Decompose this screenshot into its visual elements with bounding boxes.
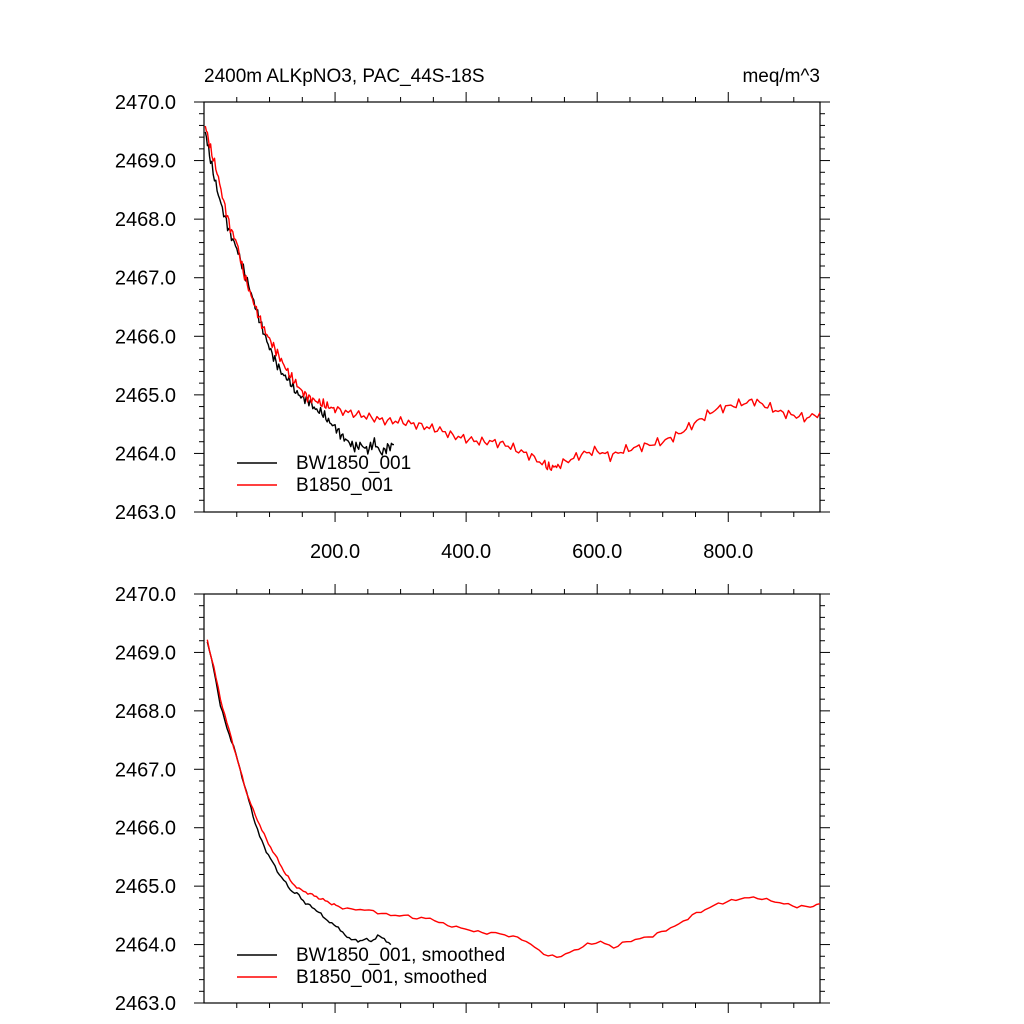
x-tick-label: 200.0 — [310, 541, 360, 563]
y-tick-label: 2463.0 — [115, 502, 176, 524]
chart-units: meq/m^3 — [742, 66, 820, 87]
legend-label: B1850_001, smoothed — [296, 967, 487, 988]
y-tick-label: 2470.0 — [115, 584, 176, 606]
y-tick-label: 2465.0 — [115, 385, 176, 407]
x-tick-label: 600.0 — [572, 541, 622, 563]
plot-frame — [203, 101, 821, 513]
y-tick-label: 2466.0 — [115, 326, 176, 348]
y-tick-label: 2470.0 — [115, 92, 176, 114]
x-tick-label: 800.0 — [703, 541, 753, 563]
legend-label: B1850_001 — [296, 475, 393, 496]
y-tick-label: 2463.0 — [115, 993, 176, 1015]
y-tick-label: 2468.0 — [115, 701, 176, 723]
series-line-bw1850 — [204, 131, 394, 456]
y-tick-label: 2467.0 — [115, 759, 176, 781]
y-tick-label: 2465.0 — [115, 876, 176, 898]
lower-panel: 2463.0 2464.0 2465.0 2466.0 2467.0 2468.0 2469… — [115, 584, 830, 1015]
series-line-b1850 — [206, 639, 821, 958]
y-tick-label: 2469.0 — [115, 642, 176, 664]
series-line-b1850 — [204, 125, 821, 471]
y-tick-label: 2467.0 — [115, 268, 176, 290]
x-tick-label: 400.0 — [441, 541, 491, 563]
upper-panel: 2463.0 2464.0 2465.0 2466.0 2467.0 2468.0 2469… — [115, 92, 830, 563]
y-tick-label: 2464.0 — [115, 443, 176, 465]
chart-title: 2400m ALKpNO3, PAC_44S-18S — [204, 66, 485, 87]
legend-label: BW1850_001 — [296, 453, 411, 474]
y-tick-label: 2469.0 — [115, 151, 176, 173]
y-tick-label: 2468.0 — [115, 209, 176, 231]
legend-label: BW1850_001, smoothed — [296, 945, 505, 966]
y-tick-label: 2466.0 — [115, 818, 176, 840]
plot-frame — [203, 593, 821, 1004]
y-tick-label: 2464.0 — [115, 935, 176, 957]
series-line-bw1850 — [206, 641, 392, 946]
